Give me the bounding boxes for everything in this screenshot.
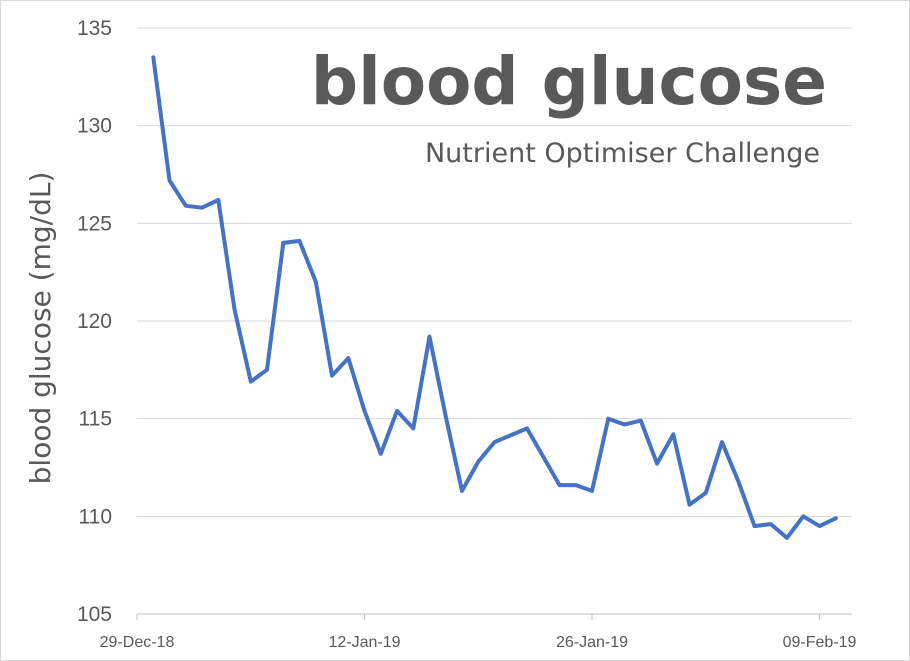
data-point [428, 335, 432, 339]
data-point [639, 419, 643, 423]
data-point [769, 522, 773, 526]
data-point [330, 374, 334, 378]
data-point [590, 489, 594, 493]
x-tick-label: 09-Feb-19 [783, 634, 857, 651]
data-point [460, 489, 464, 493]
series-layer [151, 55, 838, 540]
data-point [151, 55, 155, 59]
x-tick-label: 29-Dec-18 [100, 634, 175, 651]
data-point [249, 380, 253, 384]
data-point [281, 241, 285, 245]
y-tick-label: 135 [77, 17, 112, 40]
data-point [265, 368, 269, 372]
y-tick-label: 125 [77, 212, 112, 235]
y-tick-label: 110 [79, 505, 112, 528]
data-point [233, 307, 237, 311]
x-tick-label: 12-Jan-19 [328, 634, 400, 651]
y-tick-label: 105 [77, 603, 112, 626]
data-point [720, 440, 724, 444]
data-point [688, 503, 692, 507]
data-point [818, 524, 822, 528]
data-point [801, 514, 805, 518]
chart-subtitle: Nutrient Optimiser Challenge [425, 138, 820, 169]
data-point [200, 206, 204, 210]
data-point [444, 415, 448, 419]
data-point [216, 198, 220, 202]
y-tick-label: 115 [79, 408, 112, 431]
data-point [525, 426, 529, 430]
data-point [655, 462, 659, 466]
x-tick-label: 26-Jan-19 [556, 634, 628, 651]
gridlines [137, 27, 852, 615]
y-tick-label: 130 [77, 115, 112, 138]
data-point [476, 460, 480, 464]
data-point [298, 239, 302, 243]
data-point [363, 409, 367, 413]
y-axis-label: blood glucose (mg/dL) [24, 172, 57, 485]
y-tick-label: 120 [77, 310, 112, 333]
data-point [168, 178, 172, 182]
data-point [834, 516, 838, 520]
chart-title: blood glucose [311, 43, 827, 120]
data-point [671, 432, 675, 436]
data-point [574, 483, 578, 487]
data-point [184, 204, 188, 208]
data-point [493, 440, 497, 444]
data-point [346, 356, 350, 360]
data-point [395, 409, 399, 413]
data-point [704, 491, 708, 495]
data-point [606, 417, 610, 421]
data-point [314, 280, 318, 284]
data-point [411, 426, 415, 430]
data-point [785, 536, 789, 540]
data-point [753, 524, 757, 528]
data-point [558, 483, 562, 487]
series-line [151, 55, 838, 540]
y-tick-labels: 105 110 115 120 125 130 135 [77, 17, 112, 626]
data-point [623, 423, 627, 427]
x-tick-labels: 29-Dec-18 12-Jan-19 26-Jan-19 09-Feb-19 [100, 614, 857, 651]
data-point [736, 479, 740, 483]
data-point [379, 452, 383, 456]
